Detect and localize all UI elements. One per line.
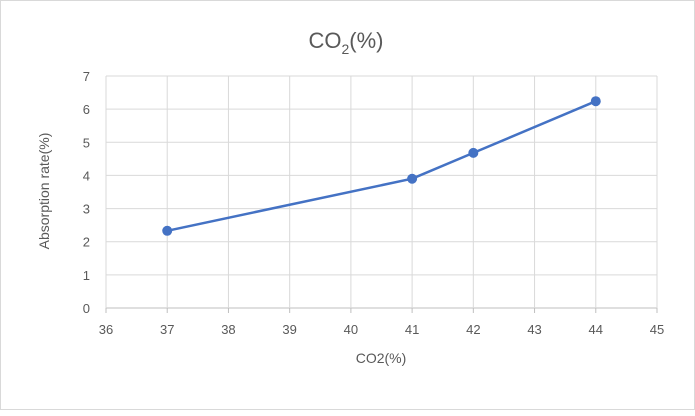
x-tick-label: 44 — [589, 322, 603, 337]
y-tick-label: 1 — [83, 268, 90, 283]
y-axis-label: Absorption rate(%) — [36, 133, 52, 250]
x-tick-label: 39 — [282, 322, 296, 337]
x-tick-label: 36 — [99, 322, 113, 337]
data-point — [407, 173, 418, 184]
y-tick-label: 7 — [83, 69, 90, 84]
y-axis: 0 1 2 3 4 5 6 7 — [83, 69, 90, 316]
x-tick-label: 41 — [405, 322, 419, 337]
y-tick-label: 4 — [83, 168, 90, 183]
x-tick-label: 43 — [527, 322, 541, 337]
y-tick-label: 2 — [83, 235, 90, 250]
data-point — [590, 96, 601, 107]
y-gridlines — [106, 75, 657, 309]
chart-title-suffix: (%) — [349, 28, 383, 53]
data-series — [162, 96, 601, 236]
x-tick-label: 45 — [650, 322, 664, 337]
data-point — [468, 147, 479, 158]
x-tick-label: 38 — [221, 322, 235, 337]
x-axis-label: CO2(%) — [356, 350, 407, 366]
y-tick-label: 5 — [83, 135, 90, 150]
chart-title: CO2(%) — [308, 28, 383, 57]
x-tick-label: 37 — [160, 322, 174, 337]
series-line — [166, 100, 597, 233]
y-tick-label: 3 — [83, 202, 90, 217]
x-tick-label: 42 — [466, 322, 480, 337]
chart-title-subscript: 2 — [341, 41, 349, 57]
data-point — [162, 225, 173, 236]
x-axis: 36 37 38 39 40 41 42 43 44 45 — [99, 308, 664, 337]
y-tick-label: 6 — [83, 102, 90, 117]
x-tick-label: 40 — [344, 322, 358, 337]
y-tick-label: 0 — [83, 301, 90, 316]
